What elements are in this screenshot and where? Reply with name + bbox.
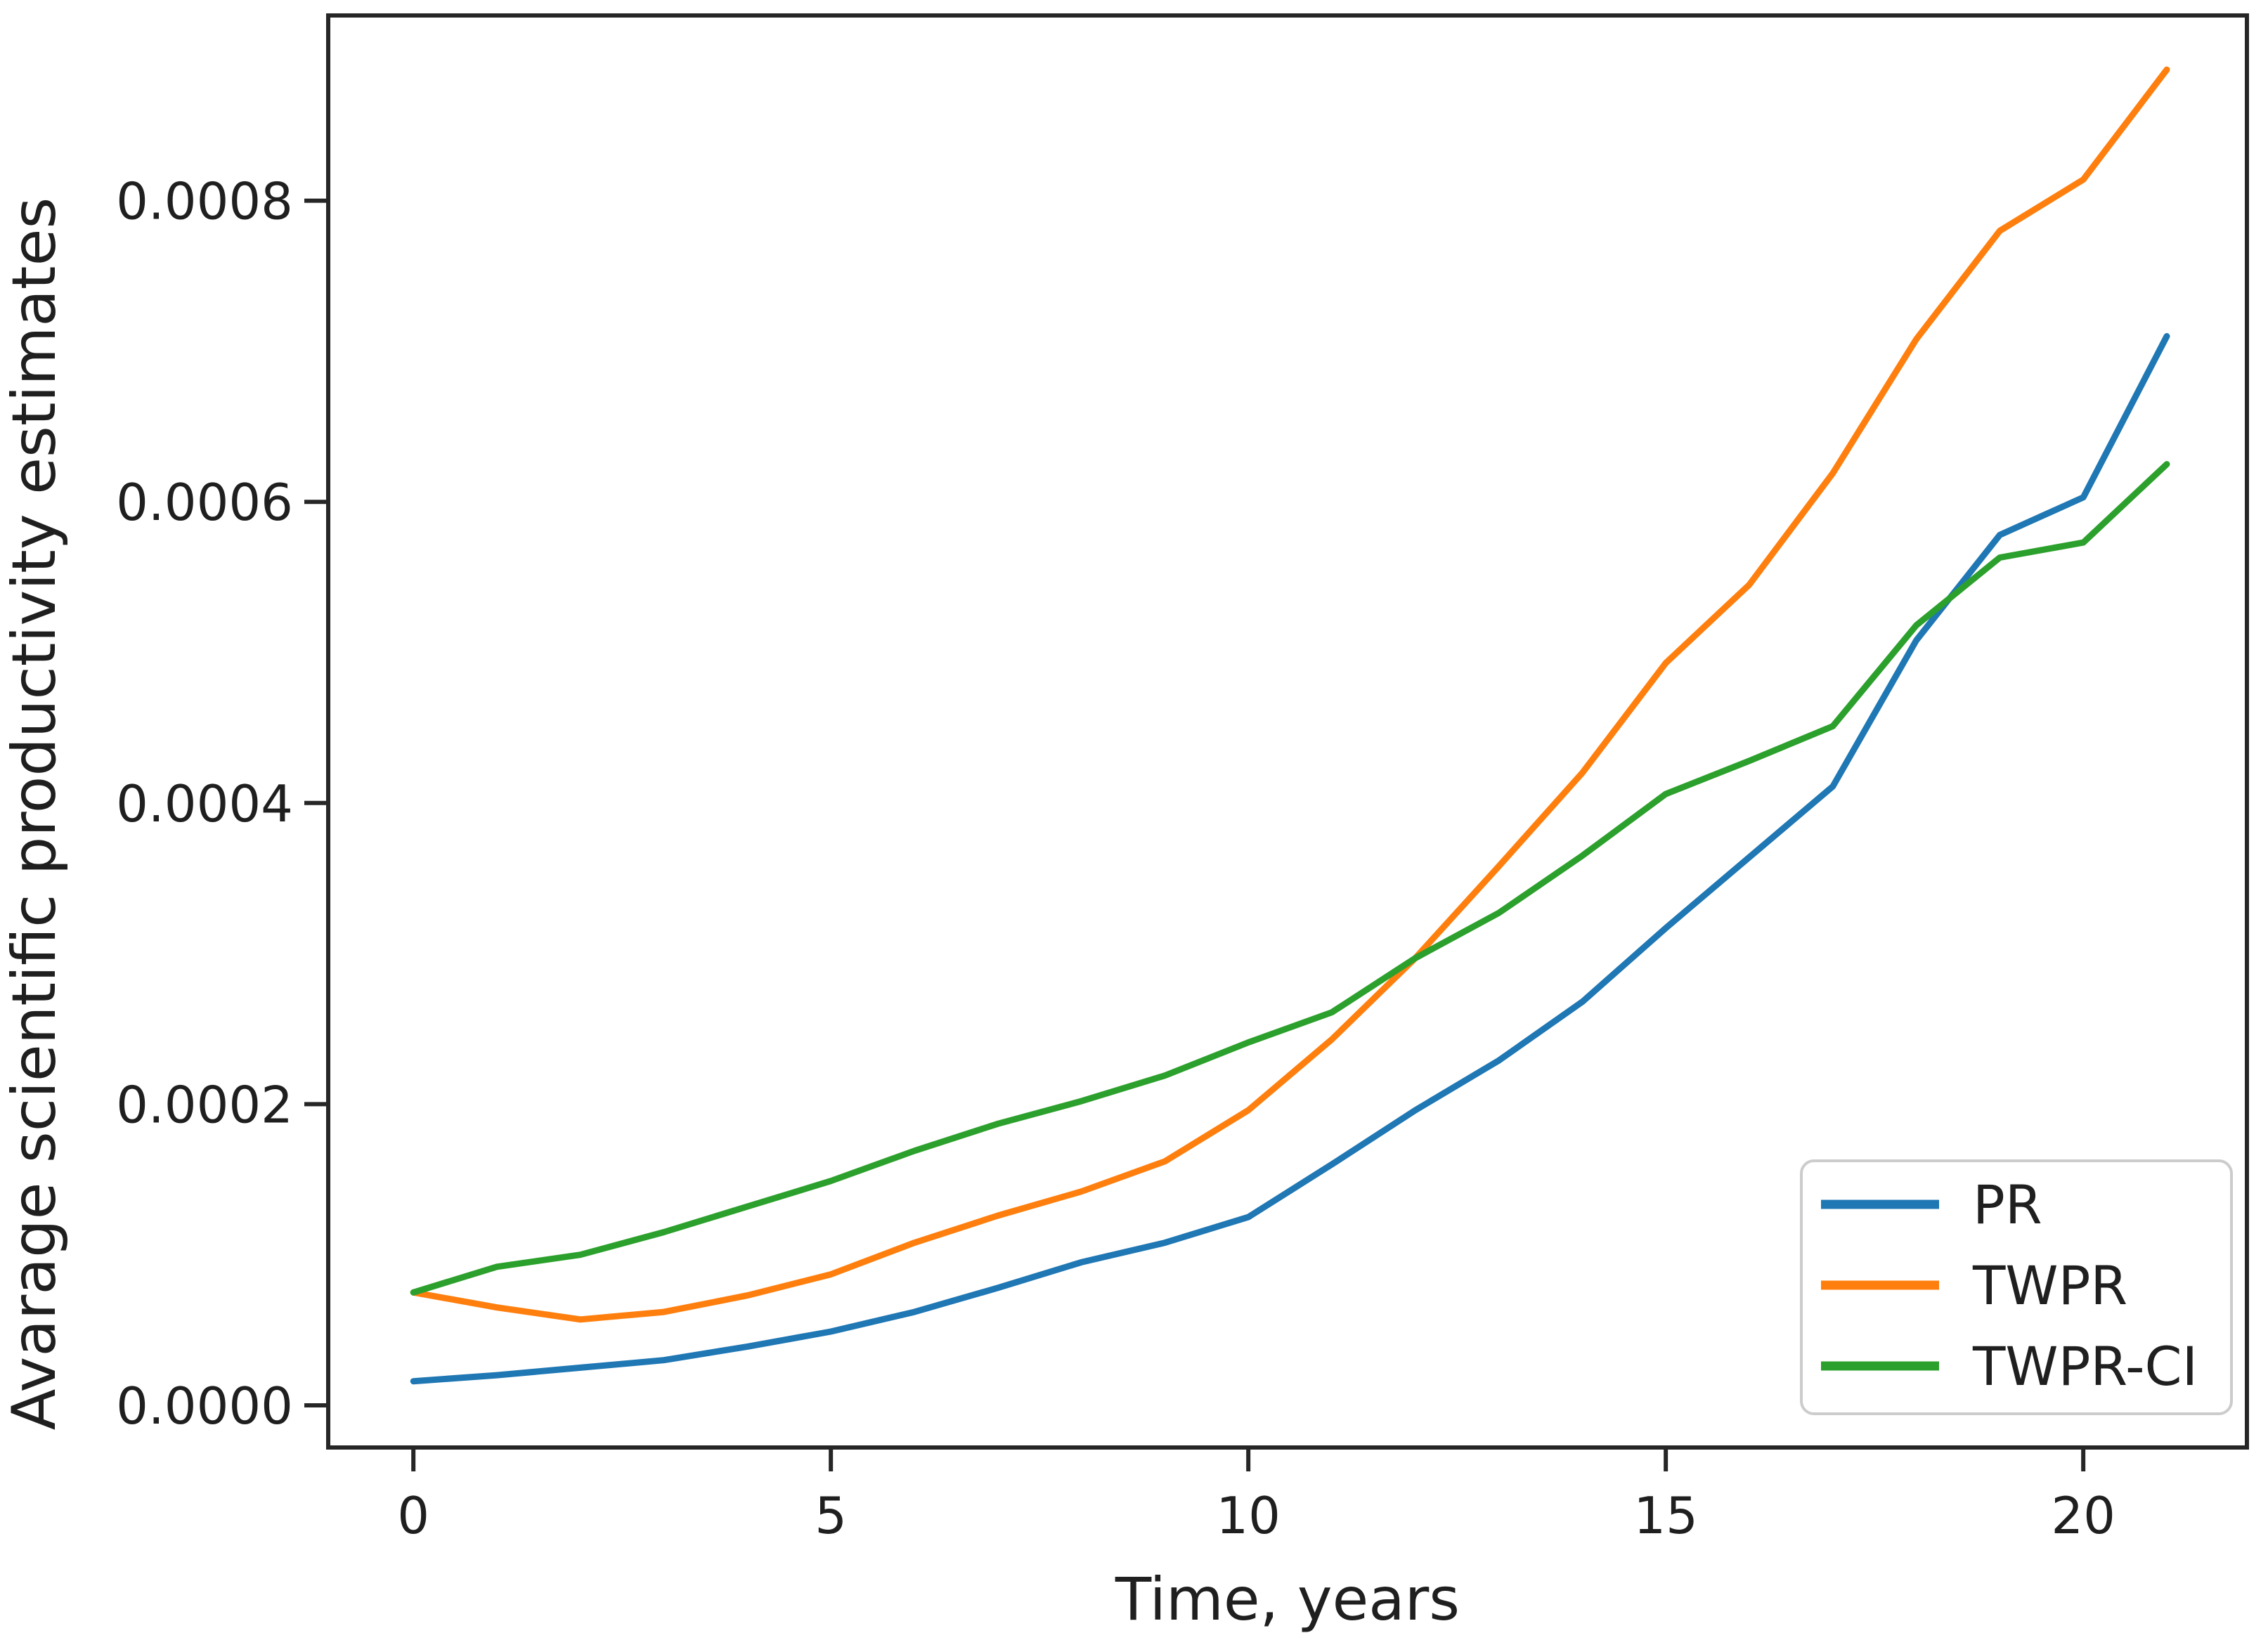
x-axis-tick-label: 0 [397,1486,429,1545]
legend-box [1800,1159,2233,1415]
series-line-twpr-ci [410,461,2170,1296]
y-axis-title: Avarage scientific productivity estimate… [0,197,70,1431]
legend-layer: PR TWPR TWPR-CI [1800,1159,2233,1415]
legend-label-twpr: TWPR [1972,1254,2127,1317]
y-axis-tick-label: 0.0004 [116,774,293,833]
series-line-pr [410,333,2170,1385]
y-axis-tick-label: 0.0000 [116,1377,293,1436]
y-axis-tick-label: 0.0006 [116,473,293,532]
legend-label-pr: PR [1973,1173,2042,1236]
x-axis-tick-label: 20 [2051,1486,2115,1545]
y-axis-tick-label: 0.0008 [116,172,293,231]
x-axis-tick-label: 5 [815,1486,847,1545]
y-axis-tick-label: 0.0002 [116,1075,293,1134]
x-axis-title: Time, years [1115,1565,1460,1633]
x-axis-tick-label: 10 [1216,1486,1281,1545]
axes-layer: 0 5 10 15 20 0.0000 0.0002 0.0004 0.0006 0.0008 [116,13,2249,1545]
series-layer [410,66,2170,1385]
legend-label-twpr-ci: TWPR-CI [1972,1335,2198,1398]
series-line-twpr [410,66,2170,1323]
x-axis-tick-label: 15 [1633,1486,1698,1545]
